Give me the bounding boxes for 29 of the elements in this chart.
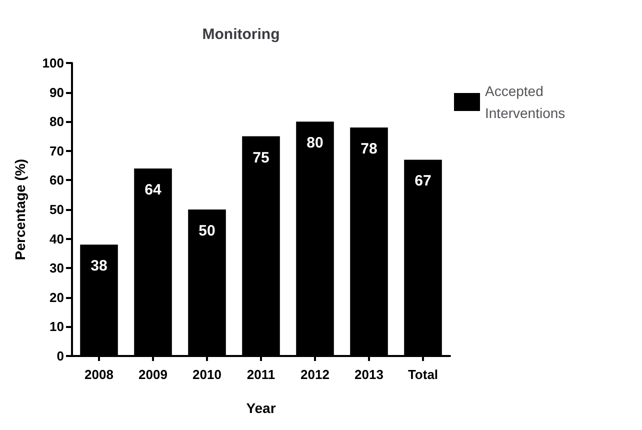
x-tick-label: 2009 <box>138 367 168 382</box>
x-tick-label: 2012 <box>300 367 330 382</box>
data-label: 78 <box>360 140 378 158</box>
y-tick-label: 70 <box>50 143 64 158</box>
legend-label: Accepted Interventions <box>485 83 566 121</box>
y-tick-label: 0 <box>56 348 64 364</box>
x-tick-label: 2008 <box>84 367 114 382</box>
y-tick-label: 50 <box>50 202 64 217</box>
data-label: 64 <box>144 181 162 198</box>
x-tick-label: Total <box>408 367 438 382</box>
data-label: 75 <box>252 149 270 166</box>
x-axis-title: Year <box>246 400 276 416</box>
x-tick-label: 2013 <box>354 367 384 382</box>
y-tick-label: 10 <box>50 319 64 334</box>
y-axis-title: Percentage (%) <box>12 158 28 260</box>
y-tick-label: 100 <box>42 56 64 70</box>
y-tick-label: 60 <box>50 172 64 188</box>
data-label: 67 <box>414 172 432 190</box>
y-tick-label: 20 <box>50 290 64 305</box>
y-tick-label: 80 <box>50 114 64 130</box>
y-tick-label: 40 <box>50 231 64 246</box>
x-tick-label: 2010 <box>192 367 222 382</box>
y-tick-label: 30 <box>50 260 64 276</box>
chart-title: Monitoring <box>202 26 280 43</box>
data-label: 80 <box>306 134 324 152</box>
data-label: 38 <box>90 258 108 275</box>
data-label: 50 <box>198 222 216 240</box>
y-tick-label: 90 <box>50 84 64 100</box>
x-tick-label: 2011 <box>246 367 276 382</box>
